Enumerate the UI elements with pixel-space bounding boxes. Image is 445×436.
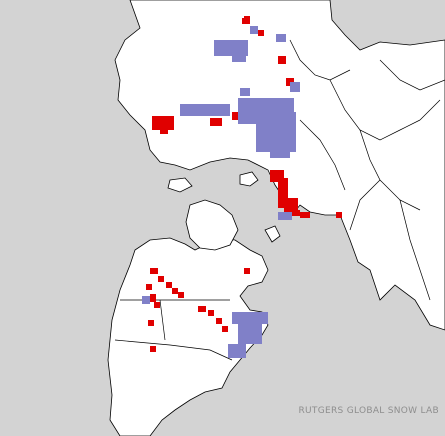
credit-label: RUTGERS GLOBAL SNOW LAB [298,406,439,416]
snow-loss-cell [232,56,246,62]
snow-gain-cell [300,212,310,218]
snow-gain-cell [258,30,264,36]
snow-gain-cell [222,326,228,332]
snow-loss-cell [180,104,230,116]
snow-gain-cell [160,126,168,134]
snow-gain-cell [198,306,206,312]
snow-gain-cell [150,268,158,274]
snow-gain-cell [158,276,164,282]
snow-loss-cell [214,40,248,56]
arctic-island [167,177,193,193]
snow-gain-cell [210,118,222,126]
snow-gain-cell [278,56,286,64]
snow-loss-cell [142,296,150,304]
snow-gain-cell [216,318,222,324]
snow-gain-cell [150,346,156,352]
snow-loss-cell [290,82,300,92]
snow-gain-cell [152,116,174,130]
arctic-island [264,225,281,243]
snow-gain-cell [172,288,178,294]
snow-gain-cell [278,178,288,208]
snow-loss-cell [238,324,262,344]
snow-gain-cell [154,302,160,308]
snow-gain-cell [178,292,184,298]
greenland-landmass [185,199,239,251]
snow-gain-cell [336,212,342,218]
snow-gain-cell [148,320,154,326]
snow-gain-cell [292,210,300,216]
country-borders [114,39,445,361]
snow-loss-cell [240,88,250,96]
snow-gain-cell [244,16,250,24]
snow-gain-cells [146,16,342,352]
snow-loss-cells [142,26,300,358]
snow-loss-cell [276,34,286,42]
snow-loss-cell [232,312,268,324]
snow-gain-cell [232,112,240,120]
snow-gain-cell [146,284,152,290]
snow-loss-cell [278,212,292,220]
snow-loss-cell [228,344,246,358]
snow-loss-cell [270,140,290,158]
snow-gain-cell [244,268,250,274]
snow-gain-cell [208,310,214,316]
arctic-island [239,171,259,187]
eurasia-landmass [114,0,445,331]
snow-loss-cell [250,26,258,34]
snow-gain-cell [150,294,156,302]
snow-gain-cell [166,282,172,288]
